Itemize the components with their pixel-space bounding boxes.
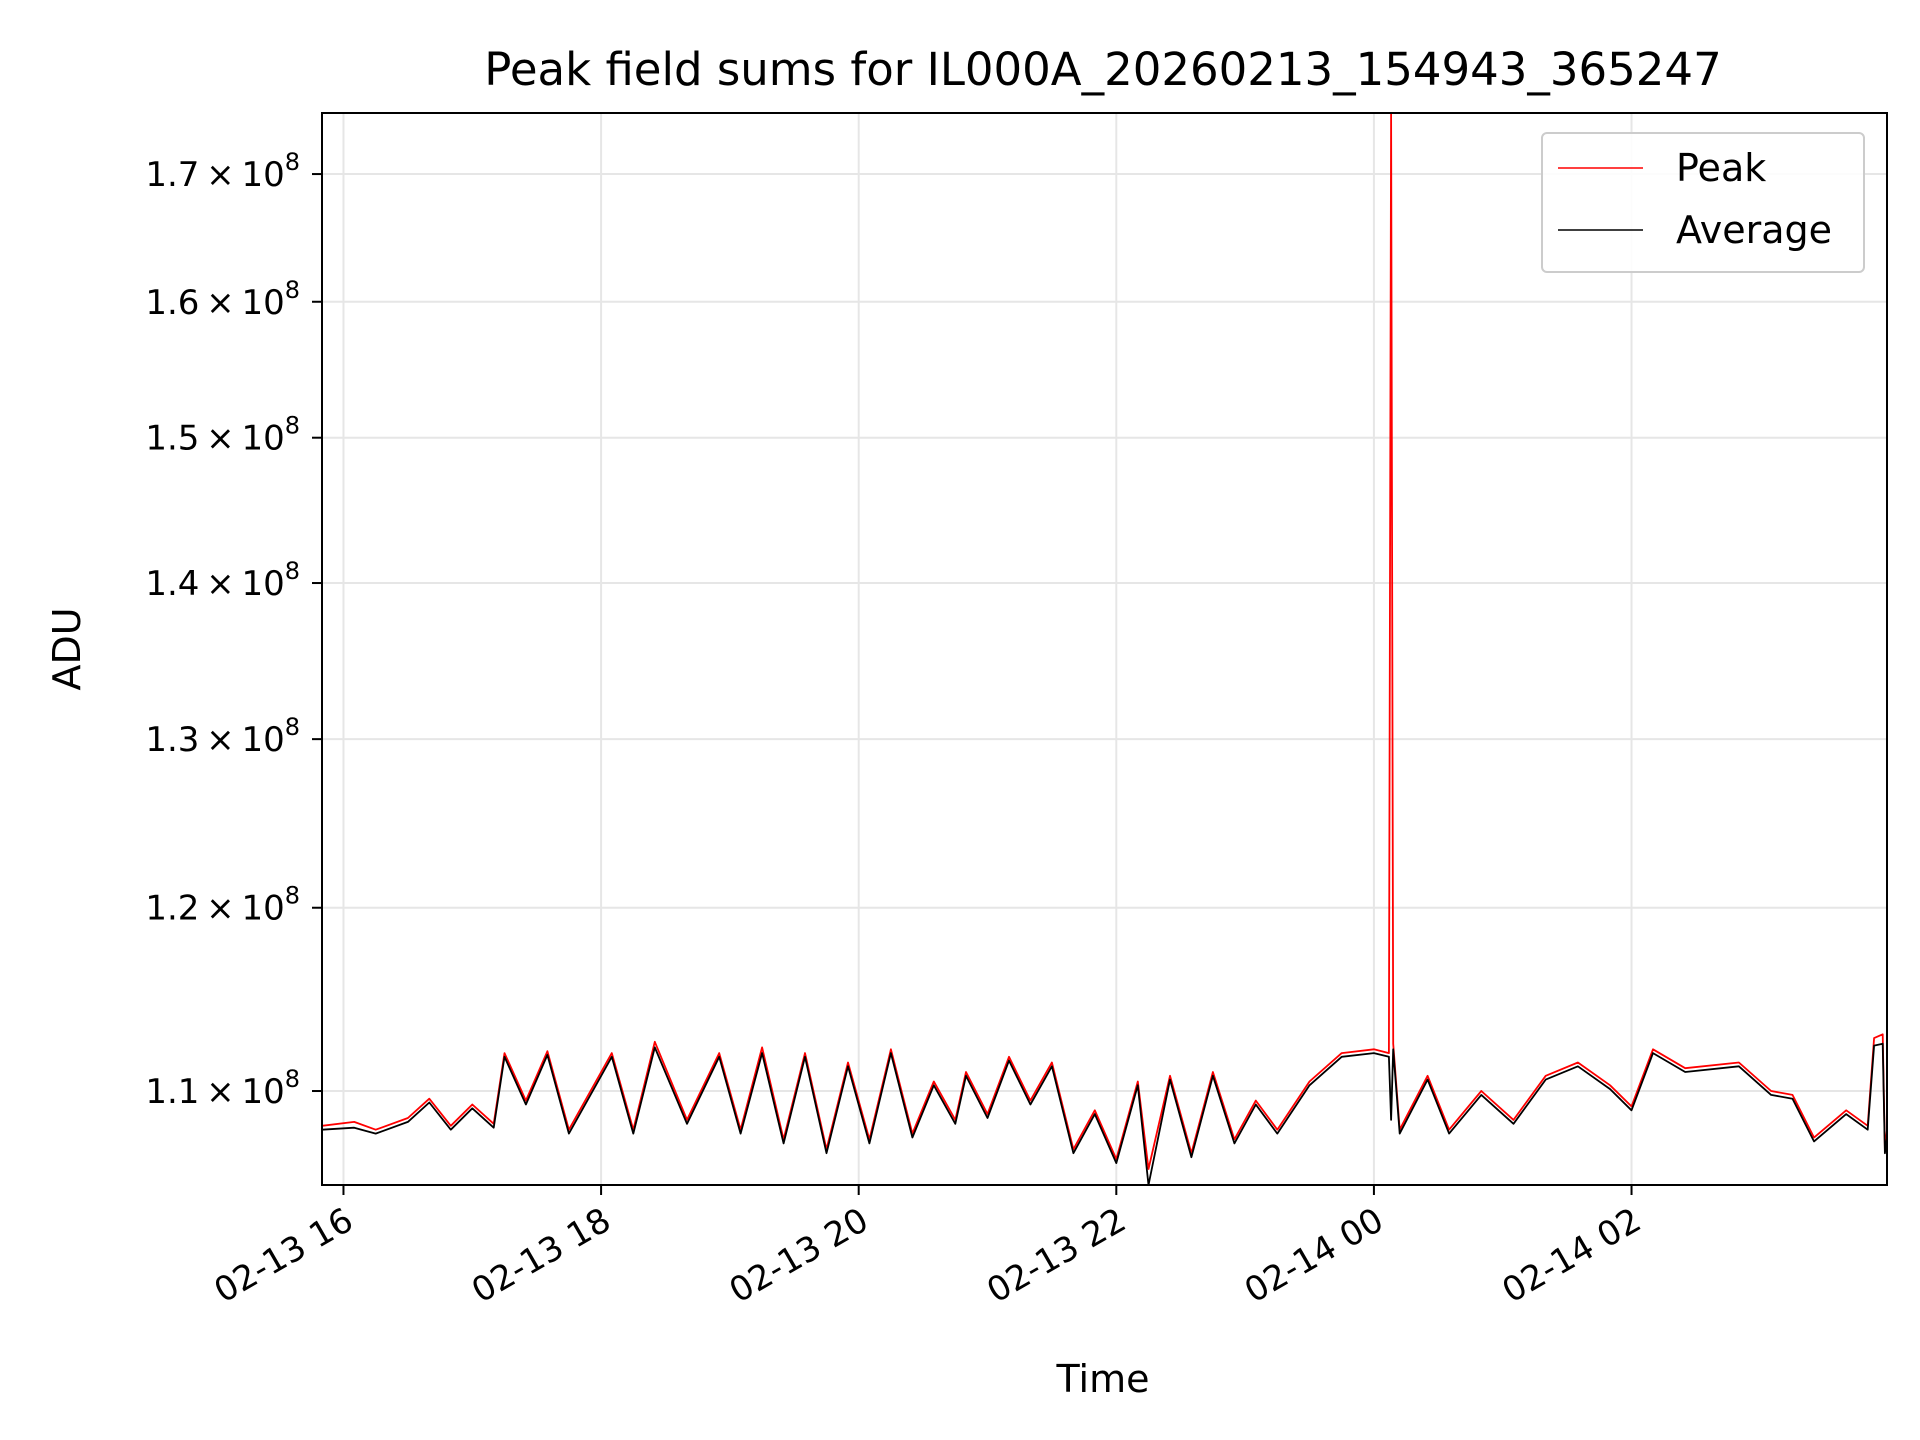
grid: [322, 113, 1887, 1185]
y-tick-label: 1.4 × 108: [145, 557, 300, 604]
chart-title: Peak field sums for IL000A_20260213_1549…: [484, 43, 1721, 96]
legend-label-average: Average: [1676, 208, 1832, 252]
series-line-average: [322, 1042, 1887, 1185]
y-tick-label: 1.1 × 108: [145, 1065, 300, 1112]
plot-frame: [321, 112, 1888, 1186]
series-line-peak: [322, 113, 1887, 1170]
y-tick-label: 1.7 × 108: [145, 148, 300, 195]
legend: Peak Average: [1541, 132, 1865, 273]
series-lines: [322, 113, 1887, 1185]
y-tick-label: 1.2 × 108: [145, 882, 300, 929]
y-tick-label: 1.5 × 108: [145, 412, 300, 459]
y-axis-ticks: 1.1 × 108 1.2 × 108 1.3 × 108 1.4 × 108 1.5 …: [145, 148, 322, 1112]
legend-label-peak: Peak: [1676, 146, 1766, 190]
y-tick-label: 1.3 × 108: [145, 713, 300, 760]
y-axis-label: ADU: [45, 607, 89, 690]
y-tick-label: 1.6 × 108: [145, 276, 300, 323]
x-axis-label: Time: [1056, 1357, 1150, 1401]
